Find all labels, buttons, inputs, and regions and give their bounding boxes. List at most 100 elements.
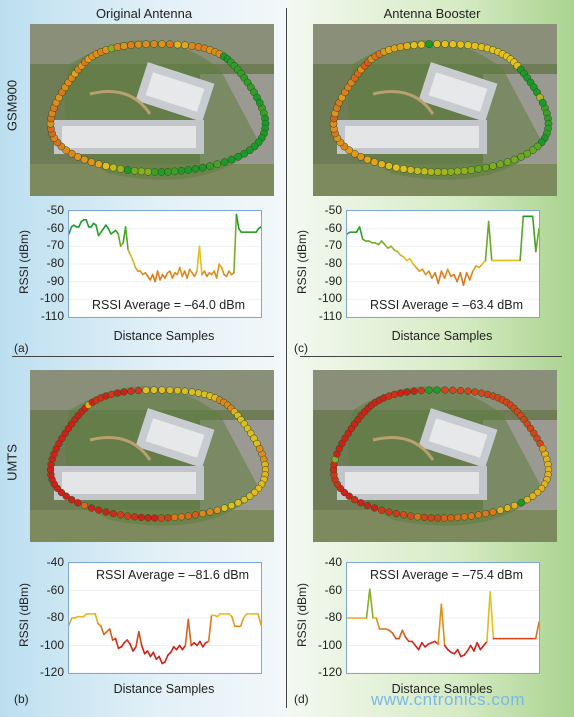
chart-a-xlabel: Distance Samples (113, 329, 215, 343)
map-route-dot (173, 40, 182, 49)
map-route-dot (170, 513, 179, 522)
map-route-dot (453, 513, 462, 522)
map-route-dot (113, 389, 122, 397)
chart-c-line-segment (456, 272, 462, 283)
map-route-dot (496, 160, 505, 169)
map-route-dot (440, 514, 448, 522)
map-route-dot (240, 149, 249, 158)
map-building-2-roof (345, 472, 479, 494)
map-route-dot (191, 511, 200, 519)
map-route-dot (363, 501, 372, 510)
chart-c-line-segment (519, 215, 525, 262)
chart-b-ytick-label: -60 (46, 582, 64, 597)
map-route-dot (413, 166, 422, 175)
map-umts-original-svg (30, 370, 274, 542)
map-route-dot (95, 506, 103, 514)
chart-d-line-segment (440, 603, 446, 647)
chart-b-ytick-label: -120 (39, 665, 64, 679)
map-gsm900-booster (313, 24, 557, 196)
chart-b-line-segment (114, 637, 120, 650)
map-route-dot (87, 158, 96, 166)
map-route-dot (489, 508, 497, 516)
map-route-dot (220, 158, 229, 166)
chart-a-line-segment (235, 213, 240, 230)
map-route-dot (158, 40, 166, 48)
chart-b-line-segment (140, 644, 146, 655)
chart-c-ytick-label: -60 (324, 220, 342, 235)
chart-a-line-segment (127, 249, 132, 256)
chart-c-line-segment (440, 270, 446, 279)
chart-b-line-segment (187, 618, 192, 647)
map-route-dot (449, 386, 457, 394)
chart-d-line-segment (476, 641, 482, 651)
map-route-dot (62, 492, 70, 500)
chart-b-line-segment (129, 643, 134, 652)
chart-a-line-segment (132, 259, 137, 269)
map-route-dot (73, 152, 82, 161)
map-route-dot (74, 499, 82, 507)
chart-a-line-segment (85, 219, 90, 228)
map-route-dot (528, 146, 537, 155)
chart-b-line-segment (231, 615, 236, 628)
chart-c-line-segment (468, 270, 474, 281)
chart-a-line-segment (257, 226, 262, 230)
map-route-dot (399, 165, 408, 173)
chart-c-line-segment (453, 273, 458, 283)
map-route-dot (130, 513, 139, 521)
chart-c-line-segment (462, 272, 468, 286)
chart-a-line-segment (156, 270, 161, 281)
chart-a-ytick-label: -110 (40, 309, 64, 323)
map-gsm900-original (30, 24, 274, 196)
map-route-dot (406, 166, 415, 174)
map-route-dot (116, 511, 125, 519)
chart-d-line-segment (404, 636, 410, 643)
map-route-dot (345, 492, 353, 500)
chart-c-line-segment (465, 272, 471, 281)
map-route-dot (124, 512, 132, 520)
map-route-dot (213, 160, 222, 169)
map-route-dot (255, 98, 264, 107)
chart-b-line-segment (135, 630, 140, 648)
map-building-1-roof (428, 418, 488, 458)
map-route-dot (94, 160, 103, 169)
map-route-dot (456, 386, 465, 395)
chart-a-line-segment (203, 270, 208, 278)
chart-d-line-segment (437, 603, 443, 645)
chart-d-ytick-label: -60 (324, 582, 342, 597)
chart-b-line-segment (184, 618, 190, 647)
right-horizontal-divider (300, 356, 562, 357)
chart-d-line-segment (391, 632, 397, 640)
chart-c-line-segment (437, 270, 443, 285)
map-route-dot (425, 40, 433, 49)
map-route-dot (107, 390, 116, 399)
chart-b-line-segment (199, 640, 204, 648)
map-route-dot (539, 445, 547, 453)
map-route-dot (137, 513, 146, 522)
map-route-dot (206, 162, 214, 170)
chart-d-line-segment (473, 641, 478, 652)
chart-c-panel-letter: (c) (294, 341, 308, 355)
map-route-dot (517, 152, 526, 161)
map-route-dot (433, 168, 442, 176)
chart-c-line-segment (535, 227, 540, 253)
map-route-dot (417, 40, 426, 49)
chart-a-ytick-label: -60 (46, 220, 64, 235)
map-route-dot (150, 40, 158, 48)
chart-a-line-segment (117, 233, 122, 248)
chart-a-ylabel: RSSI (dBm) (17, 230, 31, 295)
chart-d-line-segment (466, 644, 472, 652)
map-route-dot (102, 162, 110, 170)
chart-d-line-segment (456, 648, 462, 658)
map-route-dot (433, 386, 441, 394)
map-route-dot (496, 506, 504, 514)
chart-d-line-segment (443, 644, 449, 651)
chart-b-ytick-label: -100 (39, 637, 64, 652)
chart-a-line-segment (107, 227, 112, 235)
chart-d-ytick-label: -80 (324, 610, 342, 624)
chart-b-line-segment (94, 613, 99, 625)
map-route-dot (142, 386, 150, 394)
map-route-dot (474, 165, 483, 173)
chart-a-line-segment (169, 270, 174, 279)
chart-a-line-segment (220, 266, 225, 276)
map-road (372, 436, 435, 461)
